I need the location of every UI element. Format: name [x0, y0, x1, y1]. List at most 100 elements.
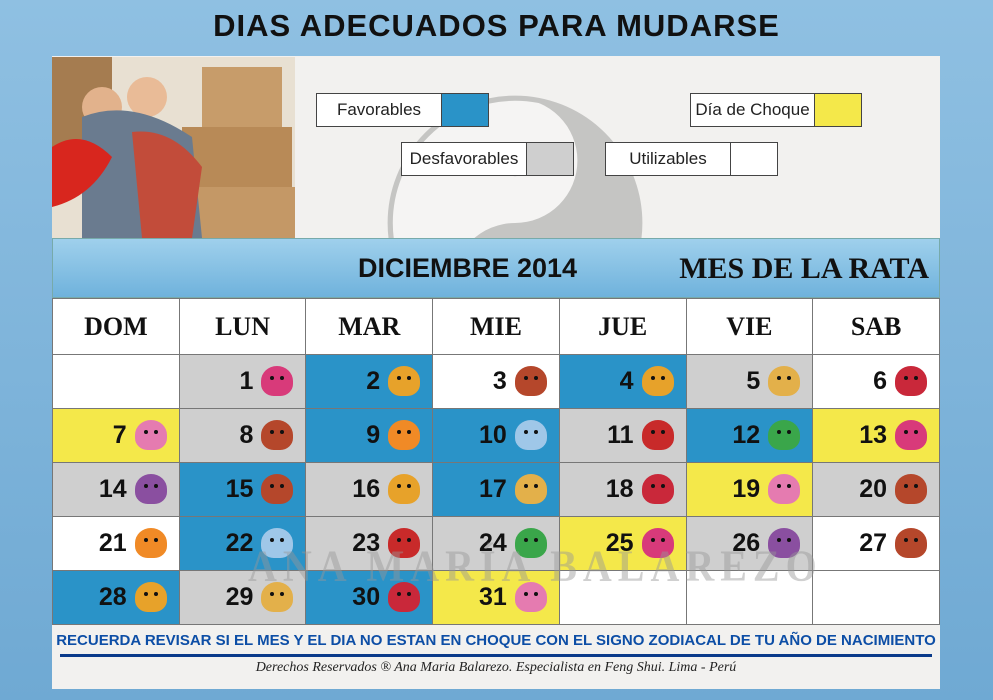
day-number: 18 — [605, 475, 634, 503]
eye — [523, 538, 528, 542]
eye — [660, 484, 665, 488]
day-number: 26 — [732, 529, 761, 557]
calendar-day-cell — [558, 570, 687, 625]
calendar-day-cell: 8 — [178, 408, 307, 463]
day-number: 2 — [366, 367, 381, 395]
day-number: 13 — [859, 421, 887, 449]
dragon-icon — [641, 420, 674, 450]
goat-icon — [768, 528, 801, 558]
day-header-dom: DOM — [52, 298, 180, 355]
legend-label: Día de Choque — [695, 100, 810, 119]
calendar-day-cell: 26 — [685, 516, 814, 571]
eye — [533, 484, 538, 488]
day-number: 6 — [873, 367, 887, 395]
rabbit-icon — [261, 528, 294, 558]
dog-icon — [261, 582, 294, 612]
legend-utilizables: Utilizables — [605, 142, 778, 176]
watermark: ANA MARÍA BALAREZO — [248, 540, 823, 591]
eye — [660, 376, 665, 380]
eye — [777, 538, 782, 542]
day-number: 31 — [479, 583, 507, 611]
eye — [397, 430, 402, 434]
goat-icon — [134, 474, 167, 504]
pig-icon — [641, 474, 674, 504]
legend-desfavorables: Desfavorables — [401, 142, 574, 176]
calendar-day-cell: 23 — [305, 516, 434, 571]
day-number: 10 — [479, 421, 507, 449]
calendar-day-cell: 15 — [178, 462, 307, 517]
day-number: 14 — [98, 475, 127, 503]
ox-icon — [261, 420, 294, 450]
eye — [407, 538, 412, 542]
eye — [143, 430, 148, 434]
ox-icon — [261, 474, 294, 504]
calendar-day-cell: 20 — [812, 462, 940, 517]
calendar-day-cell — [52, 354, 180, 409]
horse-icon — [261, 366, 294, 396]
eye — [143, 592, 148, 596]
calendar-day-cell: 4 — [558, 354, 687, 409]
calendar-day-cell: 17 — [432, 462, 560, 517]
day-header-vie: VIE — [685, 298, 814, 355]
reminder-text: RECUERDA REVISAR SI EL MES Y EL DIA NO E… — [56, 632, 936, 649]
rat-icon — [134, 420, 167, 450]
legend-label: Desfavorables — [409, 149, 519, 168]
eye — [777, 430, 782, 434]
day-header-jue: JUE — [558, 298, 687, 355]
couple-photo — [52, 57, 295, 238]
eye — [914, 430, 918, 434]
rooster-icon — [134, 582, 167, 612]
day-number: 12 — [732, 421, 761, 449]
day-header-sab: SAB — [812, 298, 940, 355]
snake-icon — [514, 528, 547, 558]
day-number: 3 — [492, 367, 507, 395]
eye — [904, 430, 908, 434]
legend-label: Utilizables — [629, 149, 707, 168]
day-number: 17 — [479, 475, 507, 503]
eye — [397, 592, 402, 596]
calendar-day-cell — [685, 570, 814, 625]
ox-icon — [895, 528, 927, 558]
calendar-subtitle: MES DE LA RATA — [679, 252, 929, 285]
day-number: 16 — [352, 475, 381, 503]
eye — [914, 376, 918, 380]
day-number: 9 — [366, 421, 381, 449]
calendar-day-cell: 28 — [52, 570, 180, 625]
day-number: 22 — [225, 529, 254, 557]
day-header-lun: LUN — [178, 298, 307, 355]
calendar-header: DICIEMBRE 2014 MES DE LA RATA — [52, 238, 940, 298]
desfavorable-swatch — [526, 143, 573, 175]
rooster-icon — [388, 366, 421, 396]
eye — [660, 430, 665, 434]
day-number: 4 — [619, 367, 634, 395]
eye — [787, 484, 792, 488]
eye — [280, 430, 285, 434]
calendar-day-cell: 21 — [52, 516, 180, 571]
calendar-day-cell: 1 — [178, 354, 307, 409]
eye — [407, 484, 412, 488]
calendar-day-cell: 13 — [812, 408, 940, 463]
eye — [280, 484, 285, 488]
page-title: DIAS ADECUADOS PARA MUDARSE — [213, 8, 780, 43]
eye — [397, 538, 402, 542]
utilizable-swatch — [730, 143, 777, 175]
ox-icon — [895, 474, 927, 504]
calendar-day-cell: 30 — [305, 570, 434, 625]
day-number: 8 — [239, 421, 254, 449]
horse-icon — [895, 420, 927, 450]
eye — [787, 376, 792, 380]
eye — [904, 376, 908, 380]
day-number: 24 — [479, 529, 507, 557]
calendar-day-cell: 3 — [432, 354, 560, 409]
eye — [270, 484, 275, 488]
eye — [650, 484, 655, 488]
calendar-day-cell: 14 — [52, 462, 180, 517]
calendar-day-cell: 5 — [685, 354, 814, 409]
eye — [533, 376, 538, 380]
calendar-day-cell: 16 — [305, 462, 434, 517]
eye — [523, 592, 528, 596]
day-number: 20 — [859, 475, 887, 503]
eye — [143, 484, 148, 488]
eye — [280, 592, 285, 596]
calendar-day-cell: 11 — [558, 408, 687, 463]
